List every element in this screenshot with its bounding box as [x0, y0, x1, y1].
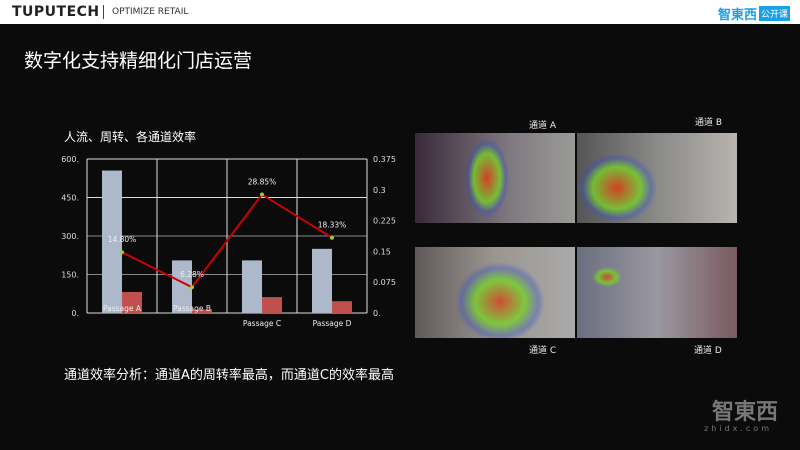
efficiency-data-label: 14.80% — [108, 235, 137, 244]
chart-title: 人流、周转、各通道效率 — [64, 130, 197, 144]
left-tick-label: 150. — [61, 271, 79, 280]
efficiency-point — [120, 250, 124, 255]
logo-text: 智東西 — [717, 8, 757, 23]
camera-b-label: 通道 B — [695, 118, 723, 128]
left-tick-label: 600. — [61, 155, 79, 164]
efficiency-data-label: 28.85% — [248, 178, 277, 187]
turnover-bar — [262, 297, 282, 313]
partner-logo: 智東西 公开课 — [718, 4, 790, 23]
turnover-bar — [122, 291, 142, 313]
efficiency-data-label: 18.33% — [318, 221, 347, 230]
right-tick-label: 0.15 — [373, 247, 391, 256]
category-label: Passage B — [173, 304, 211, 313]
watermark-logo: 智東西 — [711, 400, 778, 425]
traffic-bar — [312, 248, 332, 313]
logo-badge: 公开课 — [758, 6, 790, 21]
right-tick-label: 0.375 — [373, 155, 396, 164]
traffic-bar — [102, 170, 122, 313]
turnover-bar — [192, 309, 212, 313]
right-tick-label: 0. — [373, 309, 381, 318]
traffic-bar — [242, 260, 262, 313]
left-tick-label: 450. — [61, 194, 79, 203]
camera-c-label: 通道 C — [529, 346, 557, 356]
efficiency-point — [330, 235, 334, 240]
watermark-url: zhidx.com — [704, 424, 772, 433]
camera-a-label: 通道 A — [529, 121, 557, 131]
traffic-bar — [172, 260, 192, 313]
camera-d — [577, 247, 737, 338]
tagline: OPTIMIZE RETAIL — [112, 7, 189, 17]
right-tick-label: 0.3 — [373, 186, 386, 195]
brand-logo: TUPUTECH — [12, 4, 100, 20]
efficiency-point — [190, 285, 194, 290]
analysis-text: 通道效率分析：通道A的周转率最高，而通道C的效率最高 — [64, 368, 394, 383]
right-tick-label: 0.075 — [373, 278, 396, 287]
turnover-bar — [332, 301, 352, 313]
efficiency-line — [121, 193, 333, 289]
right-tick-label: 0.225 — [373, 217, 396, 226]
camera-c — [415, 247, 575, 338]
category-label: Passage A — [103, 304, 142, 313]
efficiency-point — [260, 192, 264, 197]
camera-a — [415, 133, 575, 223]
category-label: Passage C — [243, 319, 281, 328]
left-tick-label: 300. — [61, 232, 79, 241]
left-tick-label: 0. — [71, 309, 79, 318]
camera-d-label: 通道 D — [694, 346, 722, 356]
category-label: Passage D — [313, 319, 352, 328]
divider — [103, 5, 104, 19]
page-title: 数字化支持精细化门店运营 — [24, 50, 253, 72]
camera-b — [577, 133, 737, 223]
efficiency-data-label: 6.28% — [180, 270, 204, 279]
top-bar: TUPUTECH OPTIMIZE RETAIL 智東西 公开课 — [0, 0, 800, 24]
